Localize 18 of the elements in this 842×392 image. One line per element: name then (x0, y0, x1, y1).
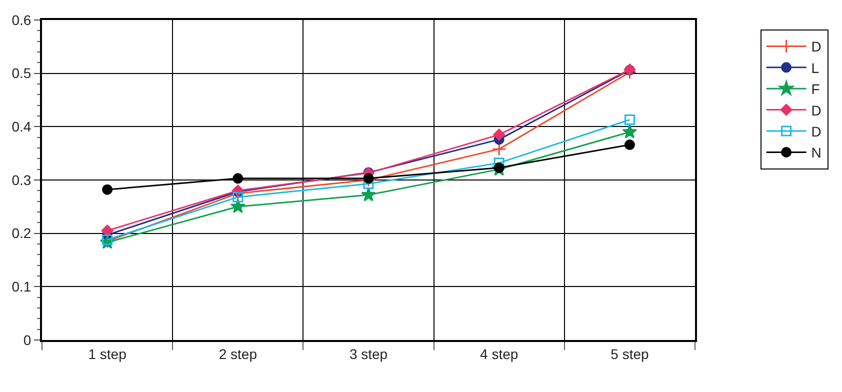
y-tick-label: 0.3 (12, 172, 32, 188)
legend-label: D (811, 38, 822, 55)
legend-label: F (811, 81, 820, 98)
x-tick-label: 4 step (480, 346, 518, 362)
y-tick-label: 0.6 (12, 12, 32, 28)
x-tick-label: 3 step (349, 346, 388, 362)
legend-label: D (811, 102, 822, 118)
y-tick-label: 0.2 (12, 225, 32, 242)
y-tick-label: 0.4 (12, 118, 32, 135)
y-tick-label: 0 (23, 332, 32, 348)
legend-label: L (811, 60, 820, 76)
y-tick-label: 0.5 (12, 65, 32, 82)
y-tick-label: 0.1 (12, 278, 32, 295)
x-tick-label: 1 step (88, 346, 127, 362)
x-tick-label: 2 step (218, 346, 258, 362)
legend-label: N (811, 144, 822, 161)
x-tick-label: 5 step (610, 346, 649, 362)
legend-label: D (811, 123, 822, 140)
